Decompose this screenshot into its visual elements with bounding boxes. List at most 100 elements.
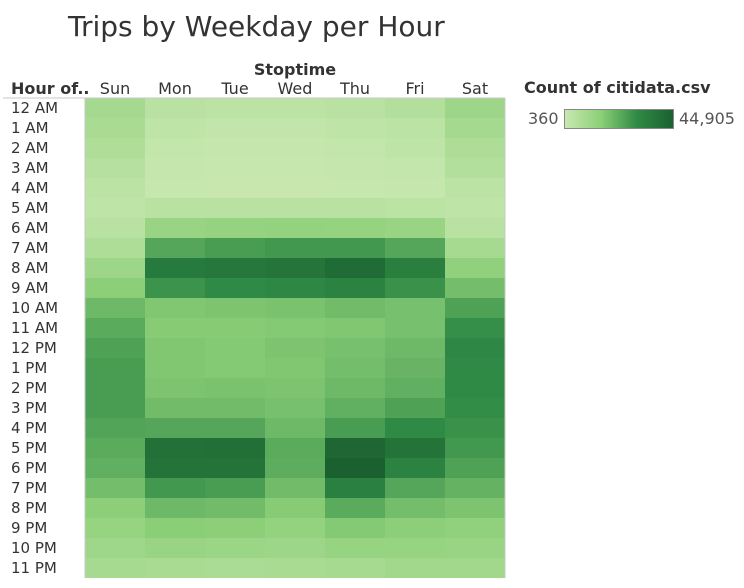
row-label: 6 AM <box>11 219 49 237</box>
heatmap-cell <box>85 358 145 378</box>
heatmap-cell <box>145 338 205 358</box>
heatmap-cell <box>265 498 325 518</box>
heatmap-cell <box>445 258 505 278</box>
heatmap-cell <box>205 278 265 298</box>
heatmap-cell <box>445 518 505 538</box>
heatmap-cell <box>385 258 445 278</box>
heatmap-cell <box>325 498 385 518</box>
row-label: 6 PM <box>11 459 47 477</box>
heatmap-cell <box>325 438 385 458</box>
heatmap-cell <box>385 238 445 258</box>
row-label: 5 AM <box>11 199 49 217</box>
heatmap-cell <box>205 158 265 178</box>
heatmap-cell <box>85 178 145 198</box>
legend-color-bar <box>564 109 674 129</box>
heatmap-cell <box>85 238 145 258</box>
heatmap-cell <box>265 238 325 258</box>
legend-title: Count of citidata.csv <box>524 78 711 97</box>
heatmap-cell <box>385 398 445 418</box>
heatmap-cell <box>325 118 385 138</box>
heatmap-cell <box>145 278 205 298</box>
heatmap-cell <box>325 218 385 238</box>
heatmap-cell <box>325 298 385 318</box>
chart-title: Trips by Weekday per Hour <box>68 10 445 43</box>
heatmap-cell <box>445 158 505 178</box>
heatmap-cell <box>385 218 445 238</box>
heatmap-cell <box>85 478 145 498</box>
heatmap-cell <box>325 458 385 478</box>
heatmap-cell <box>85 378 145 398</box>
heatmap-cell <box>205 378 265 398</box>
heatmap-cell <box>85 398 145 418</box>
heatmap-cell <box>385 158 445 178</box>
heatmap-cell <box>325 338 385 358</box>
heatmap-cell <box>265 378 325 398</box>
heatmap-cell <box>385 418 445 438</box>
heatmap-cell <box>385 178 445 198</box>
heatmap-cell <box>445 418 505 438</box>
heatmap-cell <box>325 258 385 278</box>
heatmap-cell <box>85 158 145 178</box>
heatmap-cell <box>205 438 265 458</box>
heatmap-cell <box>385 458 445 478</box>
heatmap-cell <box>265 338 325 358</box>
heatmap-cell <box>205 358 265 378</box>
heatmap-cell <box>145 558 205 578</box>
heatmap-cell <box>325 318 385 338</box>
column-label-fri: Fri <box>405 79 424 98</box>
heatmap-cell <box>145 538 205 558</box>
heatmap-cell <box>145 178 205 198</box>
row-label: 7 AM <box>11 239 49 257</box>
heatmap-cell <box>265 178 325 198</box>
heatmap-cell <box>205 458 265 478</box>
heatmap-cell <box>205 338 265 358</box>
heatmap-cell <box>325 278 385 298</box>
row-label: 3 AM <box>11 159 49 177</box>
heatmap-cell <box>325 398 385 418</box>
heatmap-cell <box>325 198 385 218</box>
heatmap-cell <box>445 438 505 458</box>
heatmap-cell <box>385 198 445 218</box>
heatmap-cell <box>265 358 325 378</box>
heatmap-cell <box>445 298 505 318</box>
heatmap-cell <box>445 358 505 378</box>
heatmap-cell <box>145 198 205 218</box>
heatmap-cell <box>325 478 385 498</box>
row-label: 3 PM <box>11 399 47 417</box>
heatmap-cell <box>145 118 205 138</box>
column-label-wed: Wed <box>278 79 313 98</box>
heatmap-cell <box>385 438 445 458</box>
heatmap-cell <box>445 218 505 238</box>
heatmap-cell <box>325 158 385 178</box>
heatmap-cell <box>265 118 325 138</box>
heatmap-cell <box>385 118 445 138</box>
heatmap-cell <box>85 118 145 138</box>
heatmap-cell <box>265 418 325 438</box>
heatmap-cell <box>145 418 205 438</box>
heatmap-cell <box>325 538 385 558</box>
heatmap-cell <box>85 458 145 478</box>
heatmap-cell <box>265 278 325 298</box>
heatmap-cell <box>145 398 205 418</box>
heatmap-cell <box>145 358 205 378</box>
heatmap-cell <box>205 138 265 158</box>
heatmap-cell <box>385 478 445 498</box>
heatmap-cell <box>385 558 445 578</box>
heatmap-cell <box>265 518 325 538</box>
heatmap-cell <box>325 418 385 438</box>
heatmap-cell <box>445 98 505 118</box>
heatmap-cell <box>385 518 445 538</box>
heatmap-cell <box>445 378 505 398</box>
heatmap-cell <box>145 98 205 118</box>
heatmap-cell <box>205 418 265 438</box>
heatmap-cell <box>205 118 265 138</box>
heatmap-cell <box>205 518 265 538</box>
heatmap-cell <box>205 478 265 498</box>
row-label: 12 PM <box>11 339 57 357</box>
heatmap-cell <box>265 138 325 158</box>
heatmap-cell <box>85 518 145 538</box>
heatmap-cell <box>325 138 385 158</box>
heatmap-cell <box>205 398 265 418</box>
heatmap-cell <box>385 498 445 518</box>
